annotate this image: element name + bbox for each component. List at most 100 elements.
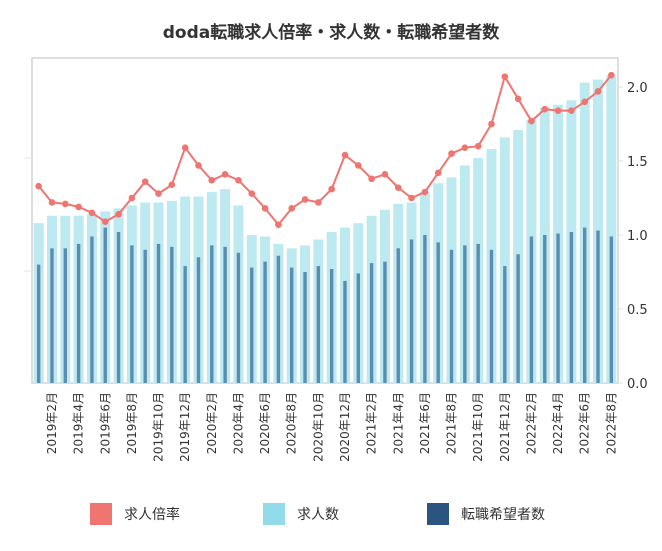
point-ratio — [101, 218, 109, 225]
bar-job-seekers — [476, 243, 480, 383]
bar-job-seekers — [329, 269, 334, 383]
bar-job-seekers — [423, 235, 427, 383]
legend-item-job-seekers[interactable]: 転職希望者数 — [427, 503, 545, 525]
x-tick-label: 2022年4月 — [551, 392, 565, 454]
bar-job-seekers — [316, 266, 321, 383]
x-tick-label: 2020年4月 — [231, 392, 245, 454]
point-ratio — [168, 181, 176, 188]
x-tick-label: 2021年4月 — [391, 392, 405, 454]
bar-job-seekers — [383, 261, 387, 383]
bar-job-seekers — [356, 273, 360, 383]
point-ratio — [448, 150, 455, 157]
bar-job-seekers — [303, 272, 307, 383]
bar-job-seekers — [436, 242, 440, 383]
point-ratio — [75, 203, 82, 211]
bar-job-seekers — [183, 266, 187, 383]
point-ratio — [288, 205, 296, 212]
bar-job-seekers — [503, 266, 507, 383]
point-ratio — [528, 117, 535, 125]
bar-job-seekers — [396, 248, 400, 383]
bar-job-seekers — [250, 267, 254, 383]
bar-job-seekers — [196, 257, 201, 383]
point-ratio — [461, 144, 469, 151]
bar-job-seekers — [143, 249, 147, 383]
bar-job-seekers — [596, 230, 600, 383]
bar-job-seekers — [609, 236, 614, 383]
right-axis-tick-label: 0.0 — [627, 377, 648, 392]
plot-frame — [31, 57, 619, 384]
point-ratio — [208, 176, 216, 184]
point-ratio — [141, 178, 149, 186]
x-tick-label: 2019年6月 — [98, 392, 112, 454]
point-ratio — [248, 190, 256, 197]
bar-job-seekers — [50, 248, 54, 383]
bar-job-seekers — [529, 236, 534, 383]
point-ratio — [115, 210, 122, 218]
bar-job-seekers — [543, 235, 547, 383]
legend-swatch-job-seekers — [427, 503, 449, 525]
line-ratio — [37, 74, 613, 227]
x-tick-label: 2020年8月 — [285, 392, 299, 454]
point-ratio — [501, 73, 509, 80]
bar-job-seekers — [223, 246, 227, 383]
x-tick-label: 2022年6月 — [578, 392, 592, 454]
x-tick-label: 2021年10月 — [471, 392, 485, 462]
point-ratio — [594, 88, 602, 95]
bar-job-seekers — [556, 233, 560, 383]
bar-job-seekers — [156, 243, 161, 383]
point-ratio — [514, 95, 522, 103]
chart-title: doda転職求人倍率・求人数・転職希望者数 — [162, 23, 500, 43]
bar-job-seekers — [130, 245, 134, 383]
point-ratio — [581, 98, 589, 106]
point-ratio — [221, 171, 229, 178]
bar-job-seekers — [489, 249, 494, 383]
bar-job-seekers — [583, 227, 587, 383]
bar-job-seekers — [276, 255, 281, 383]
x-tick-label: 2022年2月 — [524, 392, 538, 454]
right-axis-tick-label: 1.5 — [627, 155, 648, 170]
x-tick-label: 2022年8月 — [604, 392, 618, 454]
x-tick-label: 2021年8月 — [445, 392, 459, 454]
bar-job-seekers — [409, 239, 414, 383]
legend-swatch-job-openings — [263, 503, 285, 525]
point-ratio — [554, 107, 562, 114]
point-ratio — [261, 205, 269, 212]
bar-job-seekers — [116, 232, 121, 383]
point-ratio — [408, 194, 415, 202]
bar-job-seekers — [63, 248, 67, 383]
x-tick-label: 2020年2月 — [205, 392, 219, 454]
point-ratio — [128, 194, 136, 202]
point-ratio — [328, 185, 335, 193]
bar-job-seekers — [236, 252, 241, 383]
point-ratio — [434, 169, 442, 177]
x-tick-label: 2021年2月 — [365, 392, 379, 454]
x-tick-label: 2021年12月 — [498, 392, 512, 462]
right-axis-tick-label: 1.0 — [627, 229, 648, 244]
point-ratio — [394, 184, 402, 191]
x-tick-label: 2021年6月 — [418, 392, 432, 454]
point-ratio — [488, 120, 495, 128]
point-ratio — [368, 175, 375, 183]
bar-job-openings — [606, 75, 617, 383]
bar-job-seekers — [369, 263, 374, 383]
bar-job-seekers — [449, 249, 454, 383]
legend-label-ratio: 求人倍率 — [124, 507, 180, 523]
legend-item-job-openings[interactable]: 求人数 — [263, 503, 339, 525]
point-ratio — [61, 200, 69, 208]
legend-item-ratio[interactable]: 求人倍率 — [90, 503, 180, 525]
bar-job-seekers — [90, 236, 94, 383]
point-ratio — [48, 199, 56, 206]
bar-job-seekers — [516, 254, 520, 383]
legend-swatch-ratio — [90, 503, 112, 525]
point-ratio — [381, 171, 389, 178]
x-tick-label: 2019年12月 — [178, 392, 192, 462]
point-ratio — [315, 199, 322, 206]
bar-job-seekers — [343, 280, 347, 383]
point-ratio — [181, 144, 189, 151]
point-ratio — [301, 196, 309, 203]
point-ratio — [235, 176, 242, 184]
x-tick-label: 2020年12月 — [338, 392, 352, 462]
bar-job-seekers — [290, 267, 294, 383]
